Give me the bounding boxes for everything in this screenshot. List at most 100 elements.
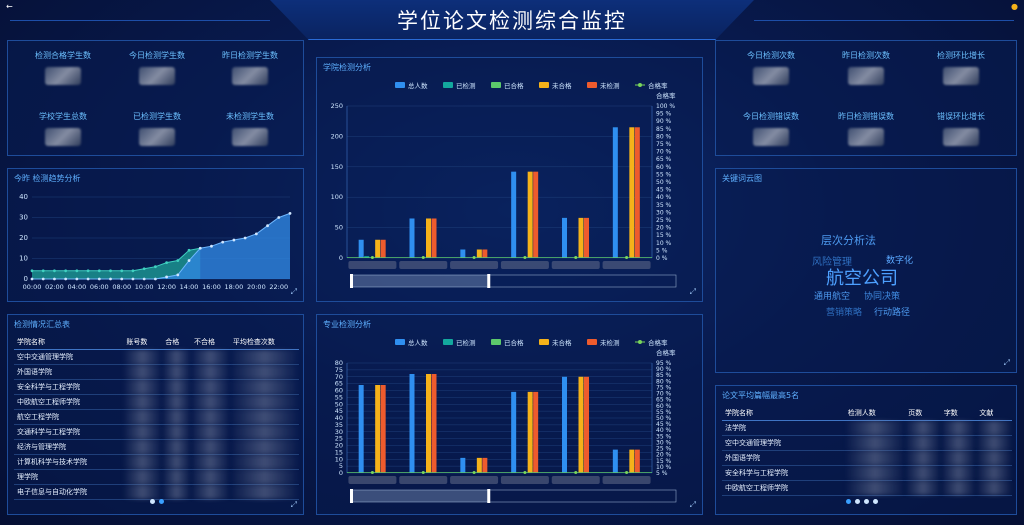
top5-panel: 论文平均篇幅最高5名 学院名称 检测人数 页数 字数 文献 法学院 空中交通管理学院 外国语… (715, 385, 1017, 515)
legend-label: 合格率 (648, 81, 668, 90)
page-dot[interactable] (864, 499, 869, 504)
header-line-right (754, 20, 1014, 21)
stat-yesterday-checks: 昨日检测次数 (821, 50, 911, 85)
table-row[interactable]: 中欧航空工程师学院 (722, 480, 1012, 496)
stat-value-blurred (753, 128, 789, 146)
college-panel: 学院检测分析 总人数 已检测 已合格 未合格 未检测 合格率 合格率 0 50 100 150 200… (316, 57, 703, 302)
x-tick-label: 12:00 (157, 283, 176, 291)
table-row[interactable]: 交通科学与工程学院 (14, 424, 299, 440)
data-point (97, 277, 101, 281)
right-stats-panel: 今日检测次数 昨日检测次数 检测环比增长 今日检测错误数 昨日检测错误数 错误环… (715, 40, 1017, 156)
row-name: 中欧航空工程师学院 (14, 394, 124, 410)
table-row[interactable]: 理学院 (14, 469, 299, 485)
data-point (243, 236, 247, 240)
bar (364, 256, 370, 258)
column-header[interactable]: 平均检查次数 (229, 335, 299, 350)
y2-tick-label: 50 % (656, 415, 672, 422)
redacted-category-label (399, 476, 448, 484)
y2-tick-label: 15 % (656, 458, 672, 465)
stat-yesterday-errors: 昨日检测错误数 (821, 111, 911, 146)
redacted-cell (191, 379, 230, 395)
expand-icon[interactable]: ⤢ (1003, 358, 1010, 367)
stat-label: 已检测学生数 (133, 112, 181, 121)
page-dot[interactable] (150, 499, 155, 504)
table-row[interactable]: 安全科学与工程学院 (14, 379, 299, 395)
data-point (109, 269, 112, 273)
bar (511, 391, 517, 473)
expand-icon[interactable]: ⤢ (689, 500, 696, 509)
pagination-dots[interactable] (148, 489, 166, 508)
redacted-cell (191, 364, 230, 380)
header: 学位论文检测综合监控 ← ● (0, 0, 1024, 40)
stat-value-blurred (45, 128, 81, 146)
column-header[interactable]: 合格 (162, 335, 192, 350)
redacted-cell (229, 439, 299, 455)
stat-yesterday-students: 昨日检测学生数 (205, 50, 295, 85)
page-dot[interactable] (873, 499, 878, 504)
column-header[interactable]: 文献 (976, 406, 1012, 421)
page-dot-active[interactable] (846, 499, 851, 504)
legend-swatch (443, 339, 453, 345)
y2-tick-label: 25 % (656, 446, 672, 453)
column-header[interactable]: 检测人数 (844, 406, 906, 421)
redacted-cell (229, 424, 299, 440)
data-point (131, 269, 135, 273)
expand-icon[interactable]: ⤢ (290, 500, 297, 509)
column-header[interactable]: 字数 (940, 406, 977, 421)
redacted-cell (162, 364, 192, 380)
redacted-cell (905, 420, 941, 436)
bar (511, 171, 517, 258)
column-header[interactable]: 学院名称 (722, 406, 845, 421)
column-header[interactable]: 账号数 (123, 335, 163, 350)
expand-icon[interactable]: ⤢ (290, 287, 297, 296)
column-header[interactable]: 不合格 (191, 335, 230, 350)
data-point (30, 269, 34, 273)
redacted-cell (940, 480, 977, 496)
zoom-slider-handle (487, 489, 491, 503)
redacted-cell (191, 439, 230, 455)
y2-tick-label: 35 % (656, 202, 672, 209)
y-tick-label: 30 (19, 214, 28, 222)
column-header[interactable]: 页数 (905, 406, 941, 421)
summary-title: 检测情况汇总表 (14, 320, 70, 329)
table-row[interactable]: 中欧航空工程师学院 (14, 394, 299, 410)
table-row[interactable]: 安全科学与工程学院 (722, 465, 1012, 481)
table-row[interactable]: 外国语学院 (14, 364, 299, 380)
y-tick-label: 100 (331, 193, 343, 201)
redacted-cell (905, 480, 941, 496)
top5-title: 论文平均篇幅最高5名 (722, 391, 800, 400)
table-row[interactable]: 经济与管理学院 (14, 439, 299, 455)
back-icon[interactable]: ← (6, 2, 13, 11)
table-row[interactable]: 计算机科学与技术学院 (14, 454, 299, 470)
row-name: 经济与管理学院 (14, 439, 124, 455)
page-dot-active[interactable] (159, 499, 164, 504)
bar (426, 374, 431, 473)
rate-point (370, 256, 374, 259)
data-point (288, 212, 292, 215)
table-row[interactable]: 空中交通管理学院 (722, 435, 1012, 451)
redacted-cell (162, 469, 192, 485)
title-bar: 学位论文检测综合监控 (270, 0, 754, 40)
table-row[interactable]: 航空工程学院 (14, 409, 299, 425)
settings-icon[interactable]: ● (1011, 2, 1018, 11)
stat-value-blurred (943, 128, 979, 146)
redacted-cell (191, 424, 230, 440)
redacted-cell (976, 450, 1012, 466)
table-row[interactable]: 外国语学院 (722, 450, 1012, 466)
redacted-cell (229, 484, 299, 500)
redacted-category-label (551, 261, 600, 269)
expand-icon[interactable]: ⤢ (689, 287, 696, 296)
column-header[interactable]: 学院名称 (14, 335, 124, 350)
pagination-dots[interactable] (844, 489, 880, 508)
table-row[interactable]: 法学院 (722, 420, 1012, 436)
bar (482, 249, 488, 258)
stat-label: 错误环比增长 (937, 112, 985, 121)
table-row[interactable]: 电子信息与自动化学院 (14, 484, 299, 500)
table-row[interactable]: 空中交通管理学院 (14, 349, 299, 365)
page-dot[interactable] (855, 499, 860, 504)
stat-today-students: 今日检测学生数 (112, 50, 202, 85)
row-name: 安全科学与工程学院 (14, 379, 124, 395)
rate-point (523, 256, 527, 259)
bar (482, 457, 488, 473)
y-tick-label: 15 (335, 448, 343, 456)
